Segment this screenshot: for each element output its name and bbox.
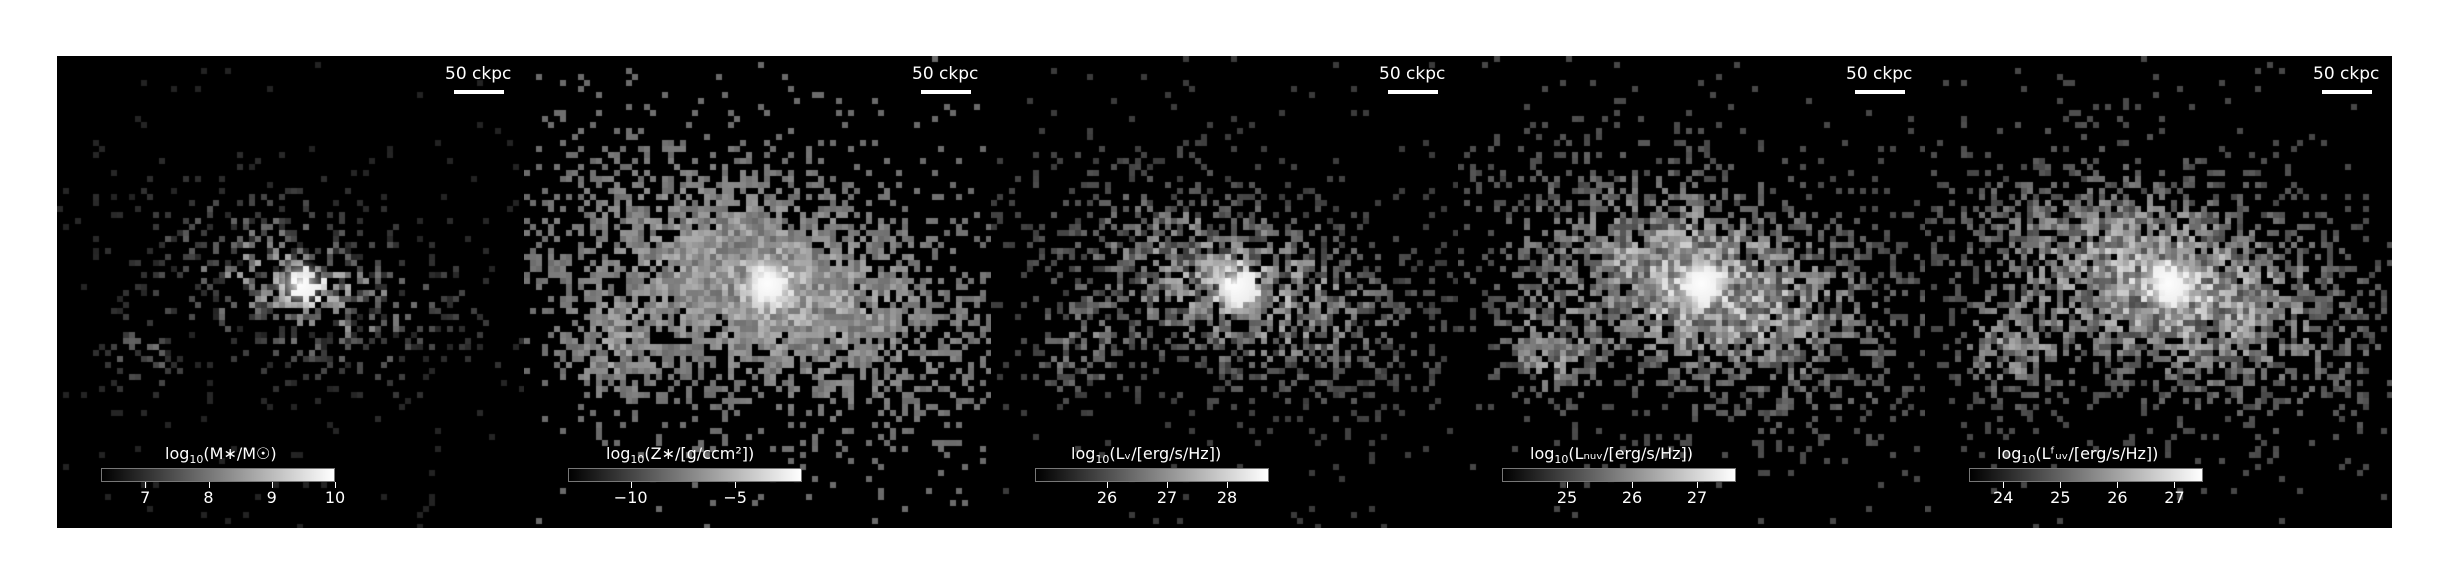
colorbar-tick-label: 25	[2050, 488, 2071, 507]
scale-bar	[1388, 90, 1438, 94]
colorbar	[1502, 468, 1736, 482]
stellar-mass-map	[57, 56, 524, 528]
fuv-luminosity-map	[1925, 56, 2392, 528]
scale-bar-label: 50 ckpc	[445, 64, 512, 84]
colorbar-tick-label: −10	[613, 488, 648, 507]
colorbar-tick-label: 25	[1556, 488, 1578, 507]
scale-bar-label: 50 ckpc	[912, 64, 979, 84]
colorbar-tick	[1632, 482, 1633, 488]
colorbar	[101, 468, 335, 482]
colorbar	[1035, 468, 1269, 482]
v-band-luminosity-panel: 50 ckpc log10(Lᵥ/[erg/s/Hz]) 26 27 28	[991, 56, 1458, 528]
colorbar-tick	[1227, 482, 1228, 488]
colorbar-tick-label: 9	[266, 488, 277, 507]
colorbar-tick-label: 27	[2164, 488, 2185, 507]
scale-bar-label: 50 ckpc	[1379, 64, 1446, 84]
nuv-luminosity-map	[1458, 56, 1925, 528]
colorbar-label: log10(Lₙᵤᵥ/[erg/s/Hz])	[1530, 444, 1694, 467]
scale-bar	[921, 90, 971, 94]
nuv-luminosity-panel: 50 ckpc log10(Lₙᵤᵥ/[erg/s/Hz]) 25 26 27	[1458, 56, 1925, 528]
colorbar-tick-label: 26	[1621, 488, 1643, 507]
colorbar-tick-label: 28	[1216, 488, 1238, 507]
metal-mass-map	[524, 56, 991, 528]
colorbar-tick-label: 24	[1993, 488, 2014, 507]
colorbar-tick	[145, 482, 147, 488]
colorbar-tick	[208, 482, 210, 488]
colorbar-tick	[2003, 482, 2005, 488]
scale-bar-label: 50 ckpc	[2313, 64, 2380, 84]
colorbar-tick	[630, 482, 632, 488]
v-band-luminosity-map	[991, 56, 1458, 528]
colorbar-tick-label: 8	[203, 488, 214, 507]
colorbar-tick	[1167, 482, 1168, 488]
scale-bar	[454, 90, 504, 94]
colorbar-label: log10(Lᶠᵤᵥ/[erg/s/Hz])	[1997, 444, 2159, 467]
colorbar-tick	[735, 482, 737, 488]
colorbar-tick	[2174, 482, 2176, 488]
fuv-luminosity-panel: 50 ckpc log10(Lᶠᵤᵥ/[erg/s/Hz]) 24 25 26 27	[1925, 56, 2392, 528]
colorbar-tick	[1107, 482, 1108, 488]
metal-mass-panel: 50 ckpc log10(Z∗/[g/ccm²]) −10 −5	[524, 56, 991, 528]
colorbar-tick-label: 7	[140, 488, 151, 507]
colorbar-tick-label: −5	[723, 488, 747, 507]
colorbar-tick	[1697, 482, 1698, 488]
colorbar-label: log10(Z∗/[g/ccm²])	[606, 444, 755, 467]
colorbar-label: log10(M∗/M☉)	[165, 444, 277, 467]
colorbar-tick	[2060, 482, 2062, 488]
colorbar-tick	[335, 482, 336, 488]
colorbar-tick-label: 26	[2107, 488, 2128, 507]
colorbar-tick-label: 27	[1686, 488, 1708, 507]
colorbar-tick-label: 10	[324, 488, 346, 507]
scale-bar	[2322, 90, 2372, 94]
colorbar	[1969, 468, 2203, 482]
stellar-mass-panel: 50 ckpc log10(M∗/M☉) 7 8 9 10	[57, 56, 524, 528]
colorbar-label: log10(Lᵥ/[erg/s/Hz])	[1071, 444, 1222, 467]
scale-bar	[1855, 90, 1905, 94]
colorbar-tick	[2117, 482, 2119, 488]
galaxy-map-strip: 50 ckpc log10(M∗/M☉) 7 8 9 10 50 ckpc log10…	[57, 56, 2392, 528]
colorbar-tick-label: 27	[1156, 488, 1178, 507]
colorbar-tick	[1567, 482, 1568, 488]
colorbar	[568, 468, 802, 482]
scale-bar-label: 50 ckpc	[1846, 64, 1913, 84]
colorbar-tick	[271, 482, 273, 488]
colorbar-tick-label: 26	[1096, 488, 1118, 507]
